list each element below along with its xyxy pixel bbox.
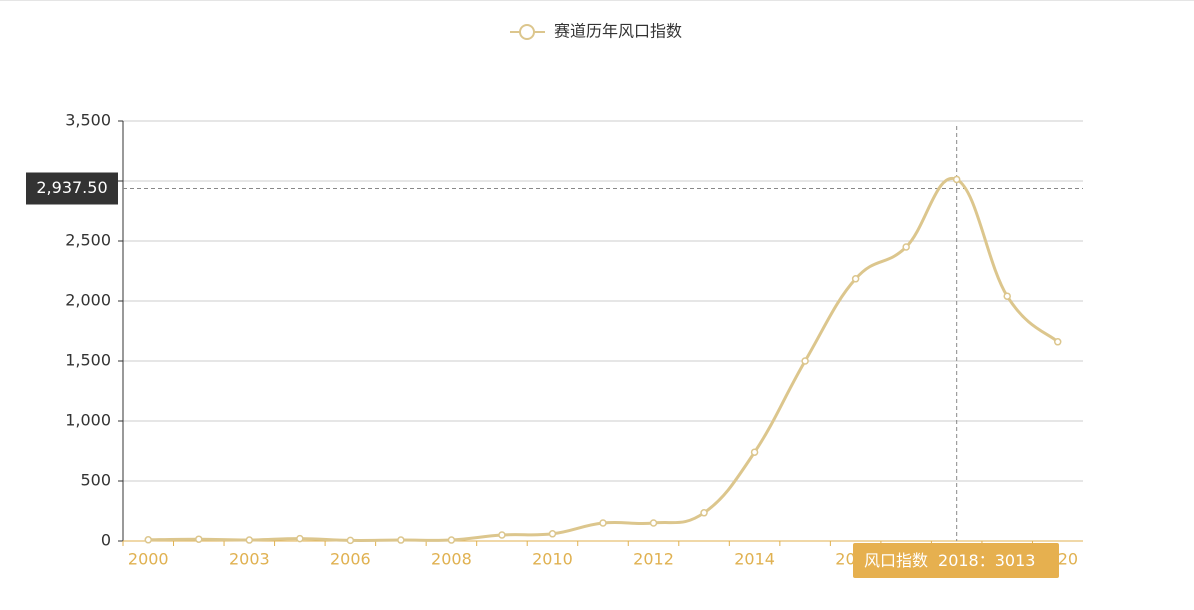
tooltip-series: 风口指数 [864,551,928,570]
tooltip: 风口指数 2018：3013 [864,551,1035,570]
x-tick-label: 2012 [633,550,674,569]
tooltip-bg [853,543,1059,578]
data-point [599,519,607,527]
y-tick-label: 2,500 [65,231,111,250]
data-point [700,509,708,517]
pointer-label: 2,937.50 [36,178,107,197]
x-tick-label: 2000 [128,550,169,569]
data-point [750,448,759,456]
data-point [346,536,355,545]
data-point [851,275,860,283]
data-point [548,530,557,538]
series-line [148,176,1059,542]
x-tick-label: 2010 [532,550,573,569]
x-tick-label: 2003 [229,550,270,569]
data-point [195,535,203,543]
y-tick-label: 2,000 [65,291,111,310]
data-point [397,536,405,544]
data-point [1003,292,1011,300]
legend-item[interactable]: 赛道历年风口指数 [510,22,682,41]
data-point [801,357,809,365]
data-point [1053,338,1062,346]
legend-icon [519,24,535,40]
tooltip-value: 3013 [995,551,1036,570]
tooltip-separator: ： [979,551,995,570]
data-point [952,175,961,184]
y-tick-label: 0 [101,531,111,550]
x-tick-label: 2006 [330,550,371,569]
legend-label: 赛道历年风口指数 [554,22,682,41]
data-point [498,531,506,539]
y-tick-label: 500 [80,471,111,490]
pointer-label-bg [26,172,118,205]
data-point [296,534,304,543]
data-point [144,536,153,544]
y-tick-label: 1,000 [65,411,111,430]
x-tick-label: 2014 [734,550,775,569]
data-point [447,536,456,544]
x-tick-label: 2008 [431,550,472,569]
data-point [902,243,910,251]
data-point [649,519,658,527]
tooltip-category: 2018 [938,551,979,570]
data-point [245,536,254,544]
y-tick-label: 1,500 [65,351,111,370]
y-tick-label: 3,500 [65,111,111,130]
